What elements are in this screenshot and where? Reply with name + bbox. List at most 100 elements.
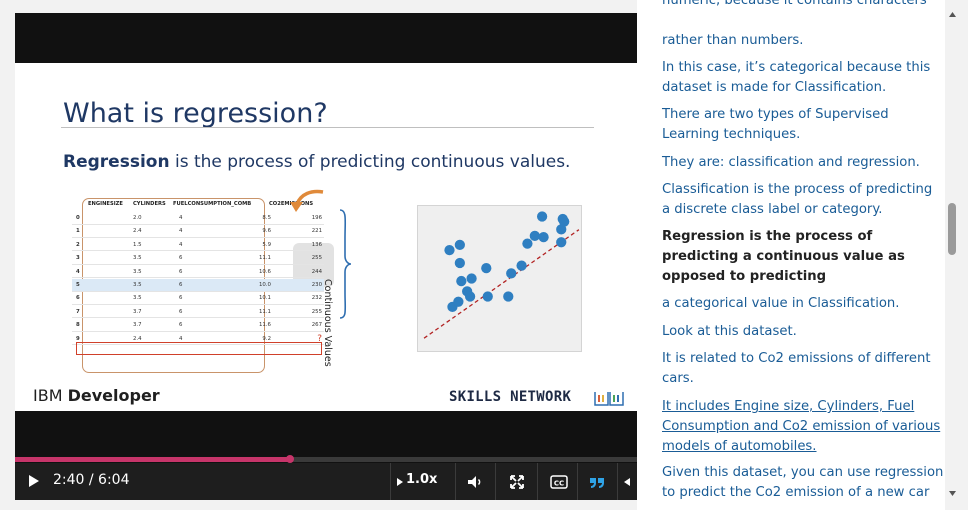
time-display: 2:40 / 6:04 [53, 472, 130, 488]
table-cell: 5 [76, 282, 80, 288]
controls-divider [617, 463, 618, 500]
table-cell: 2.0 [133, 215, 142, 221]
table-cell: 9.6 [262, 228, 271, 235]
table-cell: 6 [179, 268, 183, 275]
playback-speed-button[interactable]: 1.0x [406, 472, 438, 487]
table-cell: 244 [311, 268, 322, 275]
skills-network-book-icon [594, 392, 624, 406]
table-row: 6 3.5 6 10.1 232 [72, 292, 324, 305]
transcript-scrollbar[interactable] [945, 8, 960, 502]
trend-line [423, 229, 580, 339]
table-header-fuelconsumption: FUELCONSUMPTION_COMB [173, 201, 252, 207]
video-player[interactable]: What is regression? Regression is the pr… [15, 13, 637, 500]
volume-icon[interactable] [465, 472, 485, 492]
table-row: 3 3.5 6 11.1 255 [72, 252, 324, 265]
transcript-line[interactable]: Given this dataset, you can use regressi… [662, 465, 944, 500]
table-cell: 6 [179, 255, 183, 262]
table-cell: 232 [311, 295, 322, 302]
transcript-line[interactable]: numeric, because it contains characters [662, 0, 927, 8]
continuous-values-label: Continuous Values [322, 279, 333, 367]
scatter-point [444, 244, 455, 256]
table-cell: 6 [179, 295, 183, 302]
ibm-logo-prefix: IBM [33, 386, 68, 405]
skills-network-logo: SKILLS NETWORK [449, 389, 572, 405]
transcript-line[interactable]: a categorical value in Classification. [662, 296, 900, 311]
slide-title: What is regression? [63, 98, 328, 129]
progress-fill [15, 457, 290, 462]
transcript-line[interactable]: rather than numbers. [662, 33, 804, 48]
speed-arrow-icon [397, 478, 403, 486]
table-cell: 196 [311, 215, 322, 221]
collapse-arrow-icon[interactable] [623, 477, 631, 487]
table-cell: 11.6 [258, 322, 271, 329]
transcript-line[interactable]: Classification is the process of predict… [662, 182, 933, 217]
transcript-quote-icon[interactable] [587, 472, 607, 492]
scroll-up-arrow-icon[interactable] [948, 10, 957, 19]
table-row: 2 1.5 4 5.9 136 [72, 239, 324, 252]
fullscreen-icon[interactable] [507, 472, 527, 492]
ibm-developer-logo: IBM Developer [33, 386, 160, 405]
svg-text:CC: CC [554, 480, 564, 488]
table-cell: 9 [76, 335, 80, 342]
title-divider [61, 127, 594, 128]
scatter-points [444, 211, 570, 313]
table-cell: 4 [179, 335, 183, 342]
player-controls: 2:40 / 6:04 1.0x CC [15, 463, 637, 500]
table-cell: 2.4 [133, 335, 142, 342]
controls-divider [455, 463, 456, 500]
scatter-point [516, 260, 527, 271]
table-cell: 11.1 [258, 255, 271, 262]
table-cell: 267 [311, 322, 322, 329]
table-cell: 2.4 [133, 228, 142, 235]
scatter-point [466, 273, 477, 284]
table-cell: 10.1 [258, 295, 271, 302]
regression-scatter-plot [417, 205, 582, 352]
scatter-point [454, 239, 465, 250]
scatter-point [481, 263, 492, 274]
table-row: 4 3.5 6 10.6 244 [72, 266, 324, 279]
prediction-row-outline [76, 342, 322, 355]
video-progress-bar[interactable] [15, 455, 637, 463]
scrollbar-thumb[interactable] [948, 203, 956, 255]
table-cell: 11.1 [258, 308, 271, 315]
table-cell: 255 [311, 308, 322, 315]
table-cell: 6 [179, 282, 183, 288]
transcript-line-active[interactable]: Regression is the process of predicting … [662, 229, 905, 284]
progress-scrubber[interactable] [285, 455, 294, 463]
table-cell: 221 [311, 228, 322, 235]
scroll-down-arrow-icon[interactable] [948, 489, 957, 498]
transcript-line[interactable]: Look at this dataset. [662, 324, 797, 339]
table-cell: 3.5 [133, 255, 142, 262]
scatter-point [503, 291, 514, 302]
closed-captions-icon[interactable]: CC [549, 472, 569, 492]
scatter-point [456, 275, 467, 287]
table-cell: 1.5 [133, 241, 142, 248]
table-header-enginesize: ENGINESIZE [88, 201, 123, 207]
transcript-line[interactable]: It is related to Co2 emissions of differ… [662, 351, 931, 386]
table-cell: ? [317, 333, 322, 344]
transcript-line[interactable]: They are: classification and regression. [662, 155, 920, 170]
table-header-cylinders: CYLINDERS [133, 201, 166, 207]
transcript-line[interactable]: There are two types of Supervised Learni… [662, 107, 889, 142]
table-cell: 3.5 [133, 268, 142, 275]
scatter-point [482, 291, 493, 302]
curly-brace-icon [339, 209, 352, 319]
table-cell: 230 [311, 282, 322, 288]
scatter-point [529, 230, 540, 242]
play-icon[interactable] [27, 474, 41, 488]
scatter-point [506, 268, 517, 279]
table-cell: 3.5 [133, 295, 142, 302]
transcript-line-linked[interactable]: It includes Engine size, Cylinders, Fuel… [662, 399, 941, 454]
table-cell: 4 [76, 268, 80, 275]
subtitle-keyword: Regression [63, 152, 170, 172]
table-row: 1 2.4 4 9.6 221 [72, 225, 324, 238]
transcript-panel: numeric, because it contains characters … [637, 0, 945, 510]
transcript-line[interactable]: In this case, it’s categorical because t… [662, 60, 931, 95]
table-cell: 0 [76, 215, 80, 221]
scatter-point [522, 238, 533, 249]
table-cell: 3.7 [133, 322, 142, 329]
controls-divider [537, 463, 538, 500]
ibm-logo-bold: Developer [67, 386, 160, 405]
table-cell: 2 [76, 241, 80, 248]
